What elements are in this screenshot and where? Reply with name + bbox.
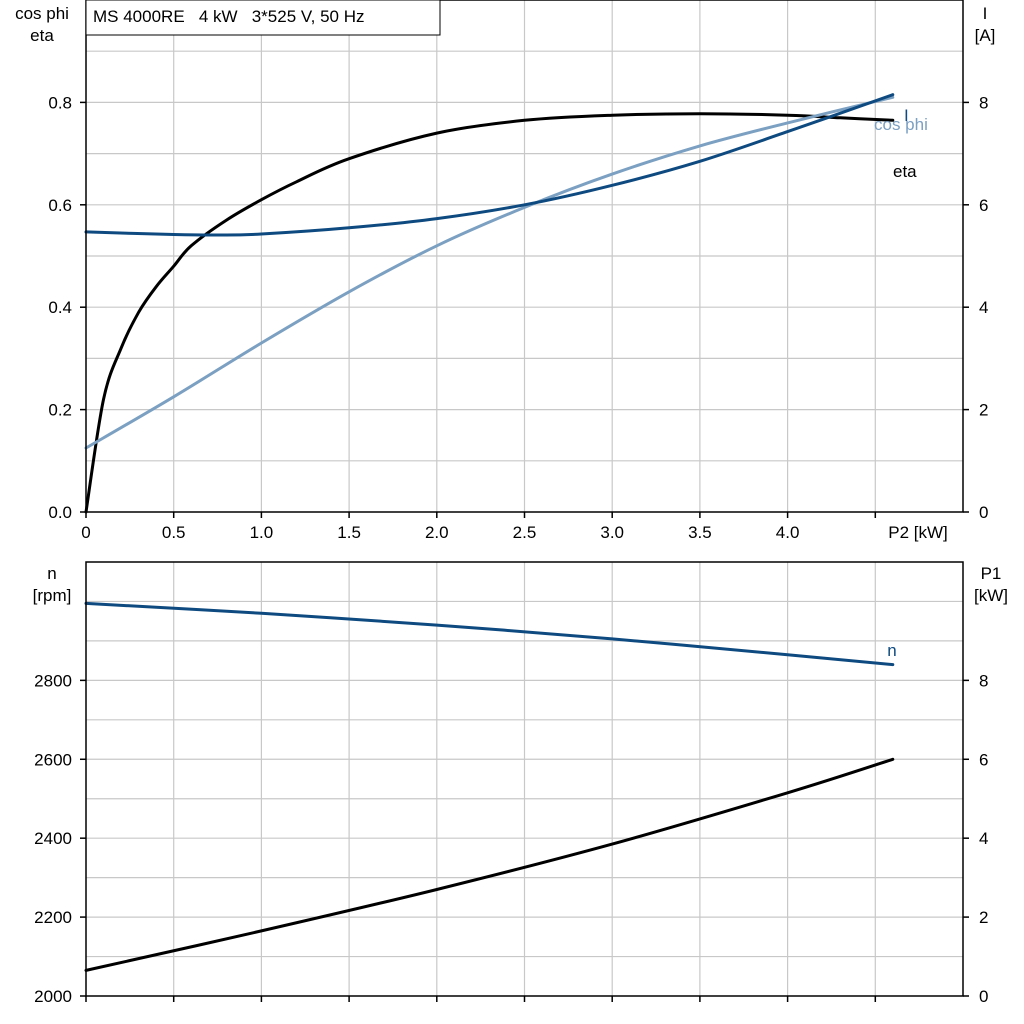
bottom-left-tick-label-2800: 2800 [34, 671, 72, 690]
bottom-series-p1 [84, 757, 895, 972]
top-x-tick-label-1-0: 1.0 [250, 523, 274, 542]
top-left-tick-label-0-2: 0.2 [48, 401, 72, 420]
top-left-tick-label-0-8: 0.8 [48, 93, 72, 112]
right-axis-label-p1: P1 [981, 564, 1002, 583]
bottom-left-tick-label-2200: 2200 [34, 908, 72, 927]
top-x-tick-label-0-5: 0.5 [162, 523, 186, 542]
bottom-right-tick-label-4: 4 [979, 829, 988, 848]
top-right-tick-label-6: 6 [979, 196, 988, 215]
bottom-panel-ticks: 2000 2200 2400 2600 2800 0 2 4 6 8 [34, 671, 988, 1006]
title-box [85, 0, 441, 36]
bottom-panel-series [84, 601, 895, 972]
bottom-left-tick-label-2600: 2600 [34, 750, 72, 769]
x-axis-label: P2 [kW] [888, 523, 948, 542]
top-panel-grid [86, 0, 963, 512]
bottom-right-tick-label-2: 2 [979, 908, 988, 927]
left-axis-label-cos-phi: cos phi [15, 4, 69, 23]
top-x-tick-label-3-5: 3.5 [688, 523, 712, 542]
top-right-tick-label-2: 2 [979, 401, 988, 420]
top-plot-frame [85, 0, 964, 513]
top-left-tick-label-0-6: 0.6 [48, 196, 72, 215]
top-right-tick-label-0: 0 [979, 503, 988, 522]
top-left-tick-label-0-0: 0.0 [48, 503, 72, 522]
series-label-eta: eta [893, 162, 917, 181]
bottom-right-tick-label-8: 8 [979, 671, 988, 690]
series-label-cos-phi: cos phi [874, 115, 928, 134]
top-x-tick-label-2-0: 2.0 [425, 523, 449, 542]
top-series-cos-phi [84, 95, 895, 450]
bottom-series-n [84, 601, 895, 667]
series-label-n: n [887, 641, 896, 660]
right-axis-label-i: I [983, 4, 988, 23]
bottom-left-tick-label-2000: 2000 [34, 987, 72, 1006]
bottom-right-tick-label-6: 6 [979, 750, 988, 769]
bottom-panel-grid [86, 562, 963, 996]
top-x-tick-label-3-0: 3.0 [600, 523, 624, 542]
top-series-eta [84, 112, 895, 514]
left-axis-label-rpm: [rpm] [33, 586, 72, 605]
left-axis-label-n: n [47, 564, 56, 583]
top-panel-series [84, 93, 895, 514]
top-panel-ticks: 0.0 0.2 0.4 0.6 0.8 0 2 4 6 8 0 0.5 1.0 1.5 2.0 2.5 3.0 3… [48, 93, 988, 542]
top-right-tick-label-8: 8 [979, 93, 988, 112]
bottom-right-tick-label-0: 0 [979, 987, 988, 1006]
top-x-tick-label-0: 0 [81, 523, 90, 542]
top-right-tick-label-4: 4 [979, 298, 988, 317]
series-label-i: I [904, 106, 909, 125]
right-axis-label-a: [A] [975, 26, 996, 45]
top-x-tick-label-4-0: 4.0 [776, 523, 800, 542]
bottom-plot-frame [85, 561, 964, 997]
top-x-tick-label-2-5: 2.5 [513, 523, 537, 542]
right-axis-label-kw: [kW] [974, 586, 1008, 605]
top-x-tick-label-1-5: 1.5 [337, 523, 361, 542]
left-axis-label-eta: eta [30, 26, 54, 45]
chart-title: MS 4000RE 4 kW 3*525 V, 50 Hz [93, 7, 365, 26]
top-left-tick-label-0-4: 0.4 [48, 298, 72, 317]
bottom-left-tick-label-2400: 2400 [34, 829, 72, 848]
top-series-i [84, 93, 895, 237]
